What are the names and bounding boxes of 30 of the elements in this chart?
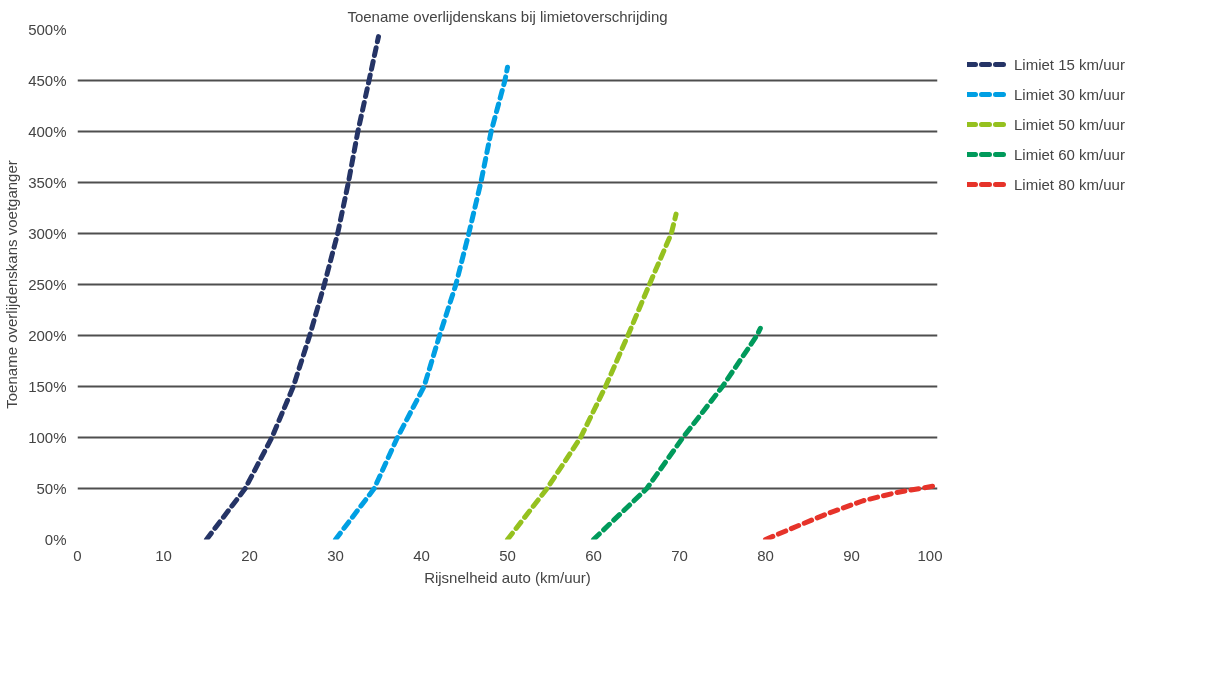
x-tick-label: 40 [413, 546, 430, 564]
y-tick-label: 0% [44, 531, 67, 548]
y-tick-label: 100% [28, 429, 67, 446]
x-tick-label: 10 [155, 546, 172, 564]
legend-label: Limiet 15 km/uur [1014, 55, 1125, 73]
y-tick-label: 350% [28, 174, 67, 191]
x-tick-label: 30 [327, 546, 344, 564]
x-tick-label: 0 [73, 546, 82, 564]
x-axis-title: Rijsnelheid auto (km/uur) [424, 568, 591, 586]
y-tick-label: 200% [28, 327, 67, 344]
x-tick-label: 60 [585, 546, 602, 564]
chart-title: Toename overlijdenskans bij limietoverschrijding [347, 7, 668, 25]
y-axis-title: Toename overlijdenskans voetganger [3, 160, 21, 409]
y-tick-label: 400% [28, 123, 67, 140]
x-tick-label: 50 [499, 546, 516, 564]
legend-label: Limiet 80 km/uur [1014, 175, 1125, 193]
y-tick-label: 150% [28, 378, 67, 395]
y-tick-label: 50% [36, 480, 67, 497]
x-tick-label: 20 [241, 546, 258, 564]
y-tick-label: 450% [28, 72, 67, 89]
y-tick-label: 500% [28, 21, 67, 38]
legend-label: Limiet 30 km/uur [1014, 85, 1125, 103]
legend-label: Limiet 60 km/uur [1014, 145, 1125, 163]
legend-label: Limiet 50 km/uur [1014, 115, 1125, 133]
x-tick-label: 100 [917, 546, 943, 564]
y-tick-label: 250% [28, 276, 67, 293]
y-tick-label: 300% [28, 225, 67, 242]
x-tick-label: 80 [757, 546, 774, 564]
x-tick-label: 70 [671, 546, 688, 564]
x-tick-label: 90 [843, 546, 860, 564]
